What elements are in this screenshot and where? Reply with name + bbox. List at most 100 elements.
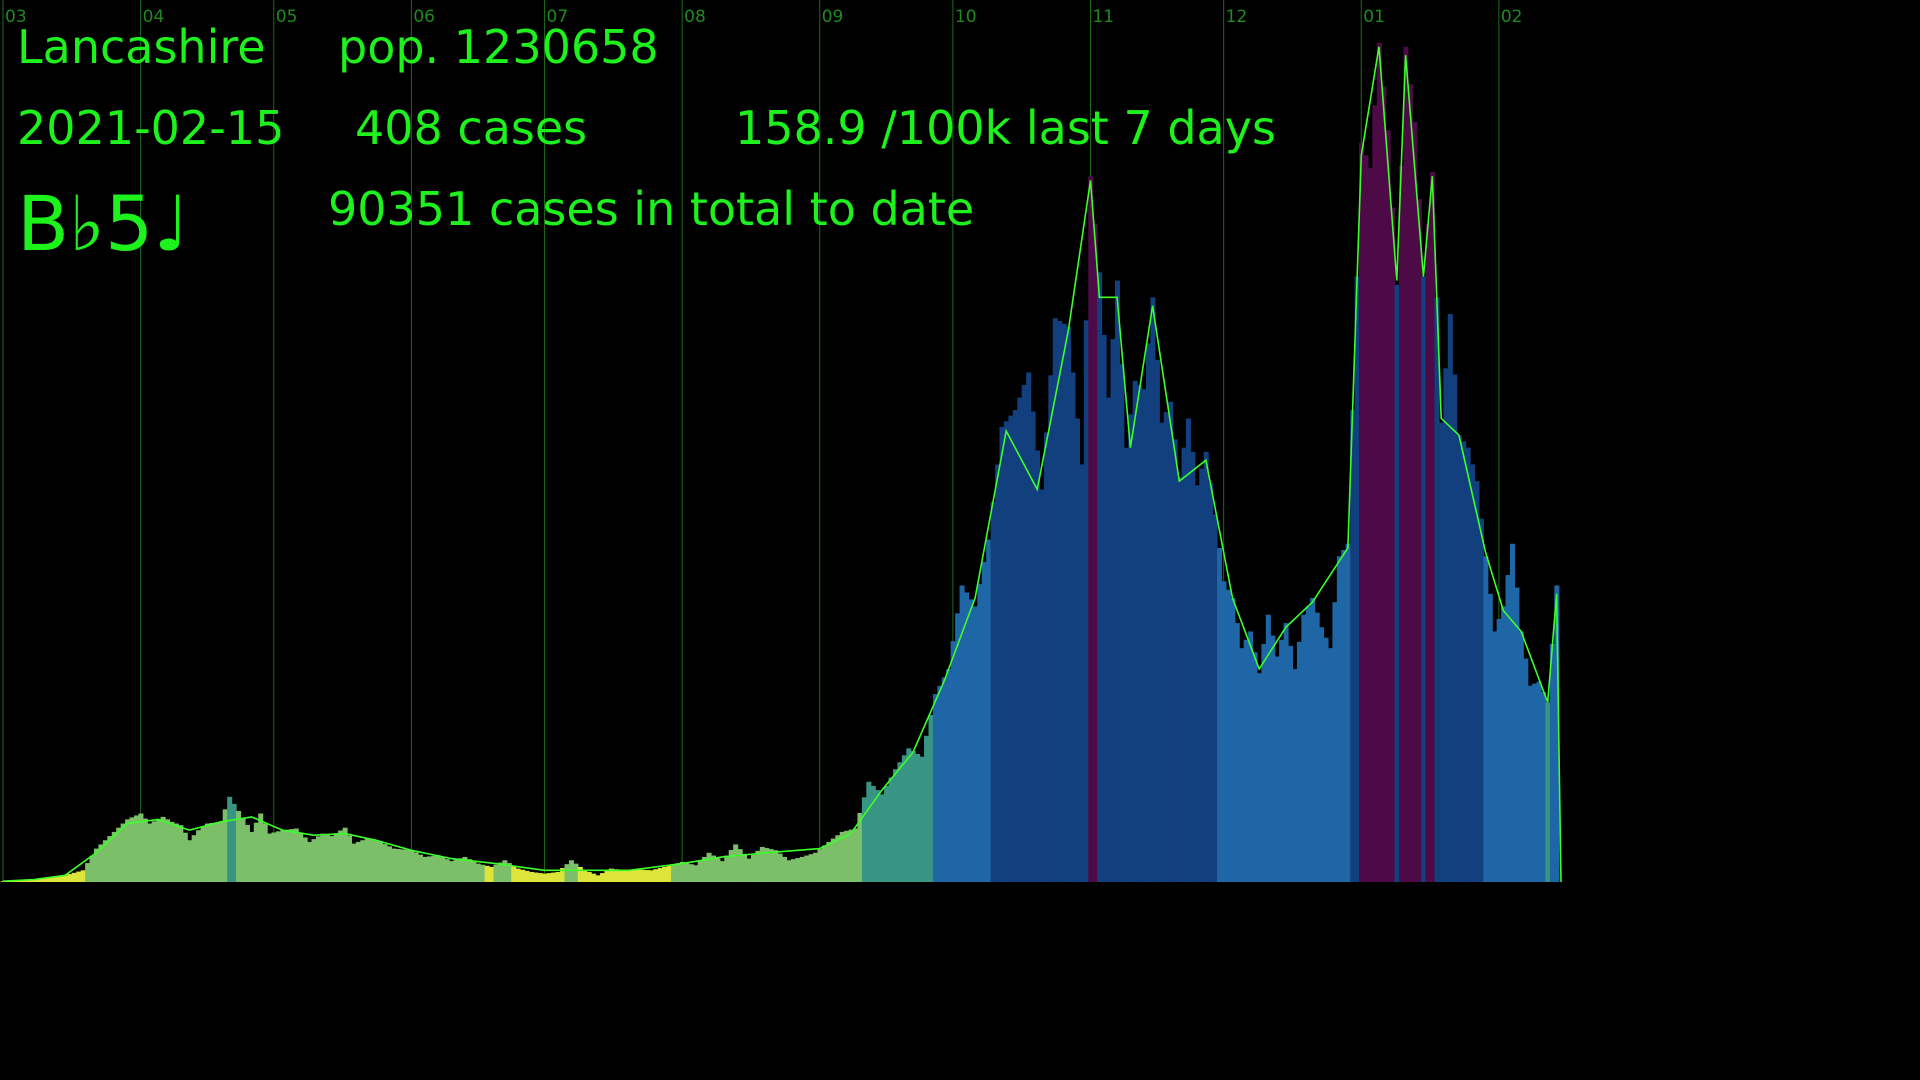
trend-line bbox=[2, 46, 1562, 882]
case-bar bbox=[866, 781, 872, 882]
case-bar bbox=[861, 797, 867, 882]
case-bar bbox=[582, 870, 588, 882]
case-bar bbox=[156, 819, 162, 882]
case-bar bbox=[1452, 374, 1458, 882]
case-bar bbox=[1319, 627, 1325, 882]
case-bar bbox=[489, 866, 495, 882]
case-bar bbox=[298, 832, 304, 882]
case-bar bbox=[750, 854, 756, 882]
case-bar bbox=[910, 751, 916, 882]
case-bar bbox=[1541, 691, 1547, 882]
case-bar bbox=[1359, 142, 1365, 882]
case-bar bbox=[191, 835, 197, 882]
case-bar bbox=[675, 863, 681, 882]
case-bar bbox=[986, 539, 992, 882]
case-bar bbox=[386, 846, 392, 882]
case-bar bbox=[853, 828, 859, 882]
month-tick-05: 05 bbox=[276, 7, 298, 27]
case-bar bbox=[67, 874, 73, 882]
case-bar bbox=[147, 823, 153, 882]
case-bar bbox=[1505, 575, 1511, 882]
case-bar bbox=[1434, 297, 1440, 882]
case-bar bbox=[764, 848, 770, 882]
population: pop. 1230658 bbox=[338, 20, 659, 74]
case-bar bbox=[1394, 284, 1400, 882]
case-bar bbox=[475, 863, 481, 882]
case-bar bbox=[45, 877, 51, 882]
case-bar bbox=[1327, 648, 1334, 882]
case-bar bbox=[937, 685, 943, 882]
case-bar bbox=[49, 877, 55, 882]
case-bar bbox=[1425, 224, 1431, 882]
case-bar bbox=[324, 834, 330, 882]
case-bar bbox=[759, 846, 765, 882]
case-bar bbox=[813, 852, 819, 882]
case-bar bbox=[1043, 432, 1049, 882]
case-bar bbox=[671, 864, 677, 882]
case-bar bbox=[1003, 421, 1009, 882]
case-bar bbox=[307, 841, 313, 882]
case-bar bbox=[1181, 447, 1187, 882]
case-bar bbox=[790, 859, 796, 882]
case-bar bbox=[555, 871, 561, 882]
case-bar bbox=[1252, 652, 1258, 882]
case-bar bbox=[635, 869, 641, 882]
case-bar bbox=[1230, 598, 1236, 882]
case-bar bbox=[351, 843, 357, 882]
case-bar bbox=[515, 868, 521, 882]
case-bar bbox=[1256, 673, 1262, 882]
case-bar bbox=[1092, 224, 1098, 882]
month-tick-03: 03 bbox=[5, 7, 27, 27]
case-bar bbox=[369, 839, 375, 882]
case-bar bbox=[360, 840, 366, 882]
case-bar bbox=[1194, 485, 1200, 882]
case-bar bbox=[892, 769, 899, 882]
case-bar bbox=[835, 835, 841, 882]
case-bar bbox=[484, 865, 490, 882]
case-bar bbox=[1088, 176, 1094, 882]
case-bar bbox=[746, 858, 752, 882]
case-bar bbox=[133, 815, 139, 882]
case-bar bbox=[1154, 359, 1160, 882]
case-bar bbox=[320, 833, 326, 882]
case-bar bbox=[546, 873, 552, 882]
total-cases: 90351 cases in total to date bbox=[328, 182, 975, 236]
case-bar bbox=[1177, 476, 1183, 882]
case-bar bbox=[595, 875, 601, 882]
case-bar bbox=[1234, 623, 1240, 882]
case-bar bbox=[1532, 683, 1538, 882]
case-bar bbox=[990, 501, 996, 882]
case-bar bbox=[315, 836, 321, 882]
case-bar bbox=[1123, 447, 1129, 882]
case-bar bbox=[808, 854, 814, 882]
case-bar bbox=[169, 821, 175, 882]
case-bar bbox=[906, 748, 912, 882]
case-bar bbox=[466, 859, 472, 882]
case-bar bbox=[959, 585, 965, 882]
case-bar bbox=[1305, 606, 1311, 882]
case-bar bbox=[1478, 518, 1484, 882]
case-bar bbox=[839, 831, 845, 882]
case-bar bbox=[36, 878, 42, 882]
case-bar bbox=[1008, 415, 1014, 882]
case-bar bbox=[537, 873, 543, 882]
case-bar bbox=[524, 870, 530, 882]
case-bar bbox=[333, 833, 339, 882]
case-bar bbox=[1403, 46, 1409, 882]
case-bar bbox=[755, 850, 761, 882]
case-bar bbox=[972, 606, 978, 882]
case-bar bbox=[564, 864, 570, 882]
case-bar bbox=[1314, 612, 1320, 882]
case-bar bbox=[338, 830, 344, 882]
case-bar bbox=[1190, 451, 1196, 882]
case-bar bbox=[1474, 481, 1480, 882]
case-bar bbox=[1456, 435, 1462, 882]
case-bar bbox=[542, 873, 548, 882]
case-bar bbox=[395, 849, 401, 882]
case-bar bbox=[262, 823, 268, 882]
case-bar bbox=[253, 822, 259, 882]
case-bar bbox=[1052, 318, 1058, 882]
case-bar bbox=[200, 826, 206, 882]
case-bar bbox=[71, 872, 77, 882]
case-bar bbox=[213, 822, 219, 882]
